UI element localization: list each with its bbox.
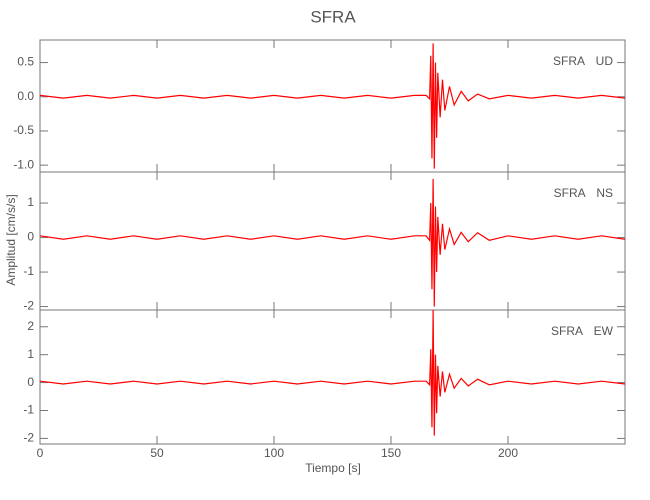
y-tick-label: 0.5 <box>17 55 34 69</box>
panel-label: SFRA EW <box>551 324 614 338</box>
y-tick-label: 1 <box>27 195 34 209</box>
waveform <box>39 309 626 436</box>
y-tick-label: -1 <box>23 403 34 417</box>
panel-frame <box>39 39 626 173</box>
x-axis-label: Tiempo [s] <box>305 461 361 475</box>
x-tick-label: 100 <box>264 446 284 460</box>
waveform <box>39 178 626 307</box>
panel-frame <box>39 171 626 311</box>
panel-label: SFRA UD <box>553 54 613 68</box>
y-tick-label: -1 <box>23 264 34 278</box>
x-tick-label: 0 <box>37 446 44 460</box>
y-tick-label: -1.0 <box>13 157 34 171</box>
x-tick-label: 50 <box>150 446 164 460</box>
x-tick-label: 150 <box>381 446 401 460</box>
panel-label: SFRA NS <box>554 186 613 200</box>
y-tick-label: -2 <box>23 431 34 445</box>
y-tick-label: 0 <box>27 230 34 244</box>
y-tick-label: 0 <box>27 375 34 389</box>
y-tick-label: -0.5 <box>13 123 34 137</box>
waveform <box>39 43 626 169</box>
y-tick-label: 1 <box>27 347 34 361</box>
chart-title: SFRA <box>310 7 356 26</box>
panel-frame <box>39 309 626 445</box>
x-tick-label: 200 <box>498 446 518 460</box>
y-tick-label: 0.0 <box>17 89 34 103</box>
y-axis-label: Amplitud [cm/s/s] <box>4 194 18 285</box>
y-tick-label: 2 <box>27 319 34 333</box>
y-tick-label: -2 <box>23 299 34 313</box>
